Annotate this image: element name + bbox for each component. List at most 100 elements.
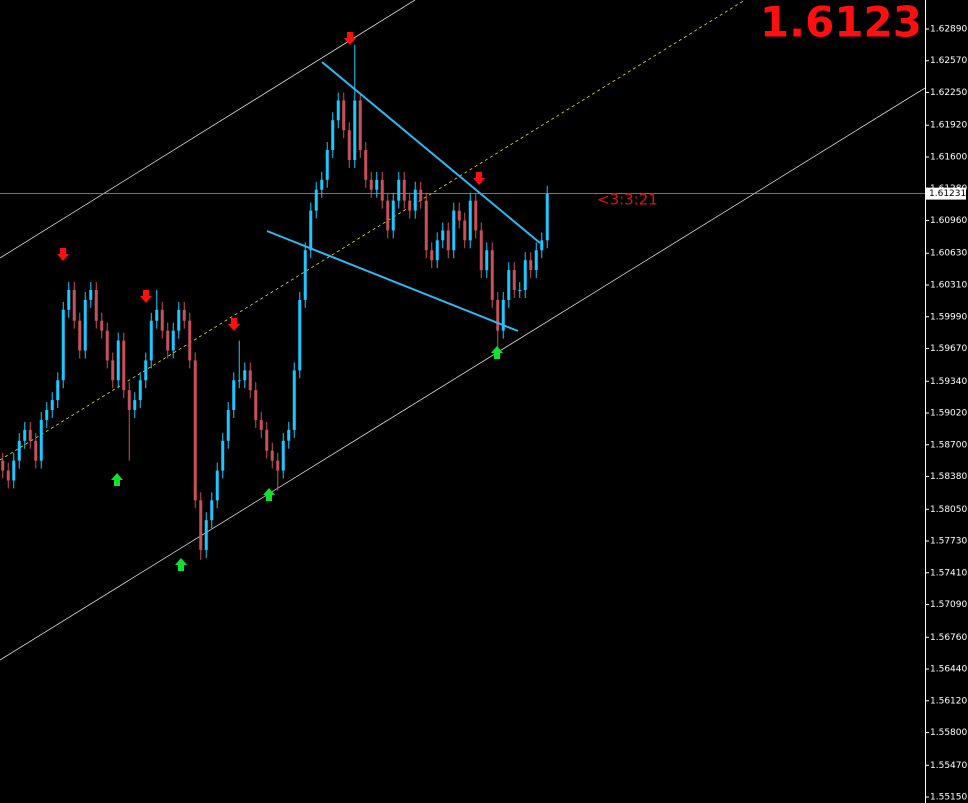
candle-body (265, 429, 269, 451)
y-tick-label: 1.62570 (930, 56, 967, 66)
candle-body (501, 299, 505, 331)
candle-body (452, 210, 456, 251)
candle-body (397, 179, 401, 201)
y-tick-label: 1.60630 (930, 249, 967, 259)
y-tick-label: 1.59670 (930, 344, 967, 354)
candle-body (391, 200, 395, 231)
y-tick-label: 1.57410 (930, 568, 967, 578)
candle-body (149, 320, 153, 361)
y-tick-label: 1.60960 (930, 216, 967, 226)
y-tick-label: 1.56440 (930, 665, 967, 675)
y-tick-label: 1.58700 (930, 440, 967, 450)
candle-body (380, 179, 384, 201)
candle-body (281, 440, 285, 471)
up-arrow (263, 488, 275, 501)
y-tick-label: 1.58050 (930, 505, 967, 515)
candle-body (529, 260, 533, 271)
candle-body (237, 380, 241, 382)
y-tick-label: 1.56120 (930, 696, 967, 706)
current-price-box (926, 187, 966, 200)
candle-body (270, 450, 274, 461)
y-tick-label: 1.62250 (930, 88, 967, 98)
price-display: 1.6123 (760, 0, 922, 47)
y-tick-label: 1.57090 (930, 600, 967, 610)
candle-body (193, 360, 197, 501)
candle-body (364, 150, 368, 180)
candle-body (325, 150, 329, 180)
candle-body (100, 320, 104, 331)
candle-body (166, 330, 170, 351)
candle-body (474, 200, 478, 231)
y-tick-label: 1.59340 (930, 377, 967, 387)
candle-body (17, 440, 21, 461)
candle-body (485, 250, 489, 271)
candle-body (457, 210, 461, 221)
y-tick-label: 1.60310 (930, 280, 967, 290)
candle-body (221, 440, 225, 471)
up-arrow (111, 473, 123, 486)
candle-body (133, 400, 137, 411)
candle-body (177, 309, 181, 331)
candle-body (430, 250, 434, 261)
candle-body (171, 330, 175, 351)
candle-body (116, 340, 120, 381)
candle-body (122, 340, 126, 391)
candle-body (303, 250, 307, 300)
candle-body (353, 100, 357, 160)
candle-body (243, 370, 247, 381)
down-arrow (344, 32, 356, 45)
candle-body (226, 410, 230, 441)
candle-body (496, 299, 500, 331)
candle-body (320, 179, 324, 190)
candle-body (61, 309, 65, 381)
up-arrow (491, 346, 503, 359)
y-tick-label: 1.55470 (930, 761, 967, 771)
candle-body (210, 500, 214, 521)
candle-body (1, 460, 5, 471)
candle-body (419, 189, 423, 201)
candle-body (39, 419, 43, 461)
y-tick-label: 1.62890 (930, 24, 967, 34)
candle-body (468, 200, 472, 241)
candle-body (518, 289, 522, 291)
trend-line-lower (266, 230, 519, 332)
candle-body (111, 360, 115, 381)
candle-body (259, 419, 263, 430)
candle-body (23, 429, 27, 441)
candle-body (188, 320, 192, 361)
candle-body (369, 179, 373, 190)
y-tick-label: 1.61600 (930, 152, 967, 162)
candle-body (413, 189, 417, 211)
candle-body (254, 390, 258, 420)
candle-body (155, 309, 159, 321)
down-arrow (228, 318, 240, 331)
candle-body (298, 299, 302, 371)
candle-body (336, 100, 340, 121)
candle-body (490, 250, 494, 300)
candle-body (408, 200, 412, 211)
channel-upper (0, 0, 416, 259)
candle-body (441, 230, 445, 241)
candle-body (331, 120, 335, 151)
candle-body (232, 380, 236, 411)
candle-body (479, 230, 483, 271)
candle-body (287, 429, 291, 441)
y-tick-label: 1.59020 (930, 409, 967, 419)
candle-body (12, 460, 16, 481)
candle-body (375, 179, 379, 190)
down-arrow (57, 248, 69, 261)
candle-body (94, 289, 98, 321)
candle-body (435, 240, 439, 261)
y-tick-label: 1.58380 (930, 472, 967, 482)
candle-body (204, 520, 208, 550)
candle-body (507, 270, 511, 300)
candle-body (127, 390, 131, 411)
candle-body (463, 220, 467, 241)
y-tick-label: 1.56760 (930, 633, 967, 643)
candle-body (144, 360, 148, 381)
candle-body (358, 100, 362, 151)
candle-body (545, 193, 549, 241)
sell-arrows (57, 32, 485, 331)
buy-arrows (111, 346, 503, 571)
